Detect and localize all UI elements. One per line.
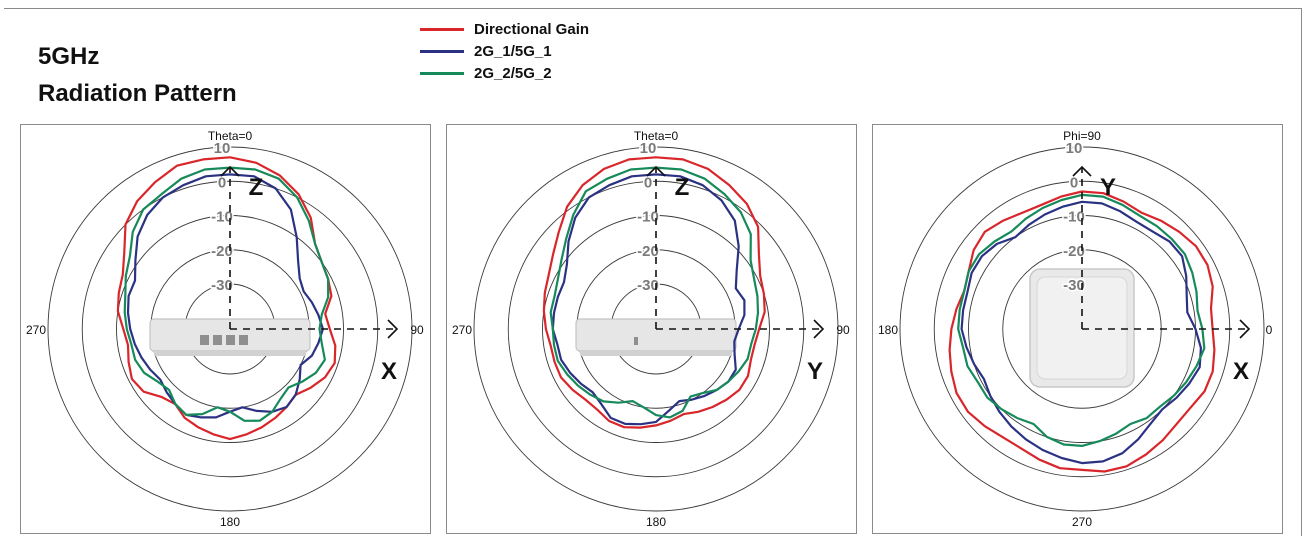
- radial-tick-label: -30: [637, 277, 659, 294]
- legend-swatch: [420, 49, 464, 53]
- radial-tick-label: 0: [644, 174, 652, 191]
- device-base: [154, 351, 306, 356]
- radial-tick-label: -20: [211, 243, 233, 260]
- series-line-3: [123, 166, 330, 422]
- axis-right-label: Y: [807, 358, 823, 385]
- title-line-1: 5GHz: [38, 43, 100, 70]
- polar-grid-ring: [473, 146, 839, 512]
- angle-label-top: Theta=0: [634, 129, 679, 143]
- radial-tick-label: -30: [1063, 277, 1085, 294]
- axis-right-label: X: [381, 358, 397, 385]
- radial-tick-label: 0: [1070, 174, 1078, 191]
- radial-tick-label: -20: [1063, 243, 1085, 260]
- polar-plot-svg: 10 0 -10 -20 -30 Z X Theta=0 270 90 180: [26, 129, 424, 529]
- device-base: [580, 351, 732, 356]
- angle-label-left: 180: [878, 323, 898, 337]
- angle-label-right: 90: [410, 323, 424, 337]
- axis-right-arrow: [1239, 319, 1251, 339]
- radial-tick-label: -10: [1063, 209, 1085, 226]
- polar-plot-svg: 10 0 -10 -20 -30 Y X Phi=90 180 0 270: [878, 129, 1273, 529]
- axis-up-arrow: [1072, 165, 1092, 177]
- axis-right-label: X: [1233, 358, 1249, 385]
- polar-grid-ring: [542, 215, 770, 443]
- polar-plot-svg: 10 0 -10 -20 -30 Z Y Theta=0 270 90 180: [452, 129, 850, 529]
- polar-grid-ring: [116, 215, 344, 443]
- legend-label: 2G_2/5G_2: [474, 64, 552, 82]
- series-line-3: [957, 193, 1206, 447]
- device-port: [226, 335, 235, 345]
- radial-tick-label: -20: [637, 243, 659, 260]
- axis-up-label: Z: [249, 174, 264, 201]
- series-line-1: [542, 156, 766, 429]
- axis-right-arrow: [813, 319, 825, 339]
- radial-tick-label: 10: [640, 140, 657, 157]
- legend-swatch: [420, 27, 464, 31]
- legend-label: 2G_1/5G_1: [474, 42, 552, 60]
- device-image: [149, 318, 311, 356]
- angle-label-right: 0: [1266, 323, 1273, 337]
- polar-panel-1: 10 0 -10 -20 -30 Z X Theta=0 270 90 180: [20, 124, 431, 534]
- legend-item-directional-gain: Directional Gain: [420, 18, 589, 40]
- title-line-2: Radiation Pattern: [38, 80, 237, 107]
- chart-title: 5GHz Radiation Pattern: [38, 38, 237, 112]
- axis-up-label: Z: [675, 174, 690, 201]
- axis-right-arrow: [387, 319, 399, 339]
- radial-tick-label: -10: [211, 209, 233, 226]
- angle-label-bottom: 180: [220, 515, 240, 529]
- radial-tick-label: 10: [1066, 140, 1083, 157]
- angle-label-left: 270: [26, 323, 46, 337]
- angle-label-bottom: 270: [1072, 515, 1092, 529]
- device-port: [634, 337, 638, 345]
- legend: Directional Gain 2G_1/5G_1 2G_2/5G_2: [420, 18, 589, 84]
- radial-tick-label: -10: [637, 209, 659, 226]
- angle-label-top: Theta=0: [208, 129, 253, 143]
- legend-item-2g2-5g2: 2G_2/5G_2: [420, 62, 589, 84]
- series-line-3: [549, 166, 760, 419]
- axis-up-label: Y: [1100, 174, 1116, 201]
- axis-up-arrow: [220, 165, 240, 177]
- legend-item-2g1-5g1: 2G_1/5G_1: [420, 40, 589, 62]
- polar-panel-3: 10 0 -10 -20 -30 Y X Phi=90 180 0 270: [872, 124, 1283, 534]
- legend-swatch: [420, 71, 464, 75]
- polar-grid-ring: [899, 146, 1265, 512]
- legend-label: Directional Gain: [474, 20, 590, 38]
- angle-label-bottom: 180: [646, 515, 666, 529]
- axis-up-arrow: [646, 165, 666, 177]
- radial-tick-label: 10: [214, 140, 231, 157]
- radial-tick-label: 0: [218, 174, 226, 191]
- angle-label-top: Phi=90: [1063, 129, 1101, 143]
- series-line-1: [948, 190, 1216, 473]
- chart-frame: [4, 8, 1302, 536]
- series-line-2: [960, 200, 1202, 465]
- polar-grid-ring: [47, 146, 413, 512]
- series-line-2: [551, 173, 746, 426]
- device-port: [239, 335, 248, 345]
- polar-panel-2: 10 0 -10 -20 -30 Z Y Theta=0 270 90 180: [446, 124, 857, 534]
- device-port: [200, 335, 209, 345]
- angle-label-right: 90: [836, 323, 850, 337]
- angle-label-left: 270: [452, 323, 472, 337]
- device-port: [213, 335, 222, 345]
- radial-tick-label: -30: [211, 277, 233, 294]
